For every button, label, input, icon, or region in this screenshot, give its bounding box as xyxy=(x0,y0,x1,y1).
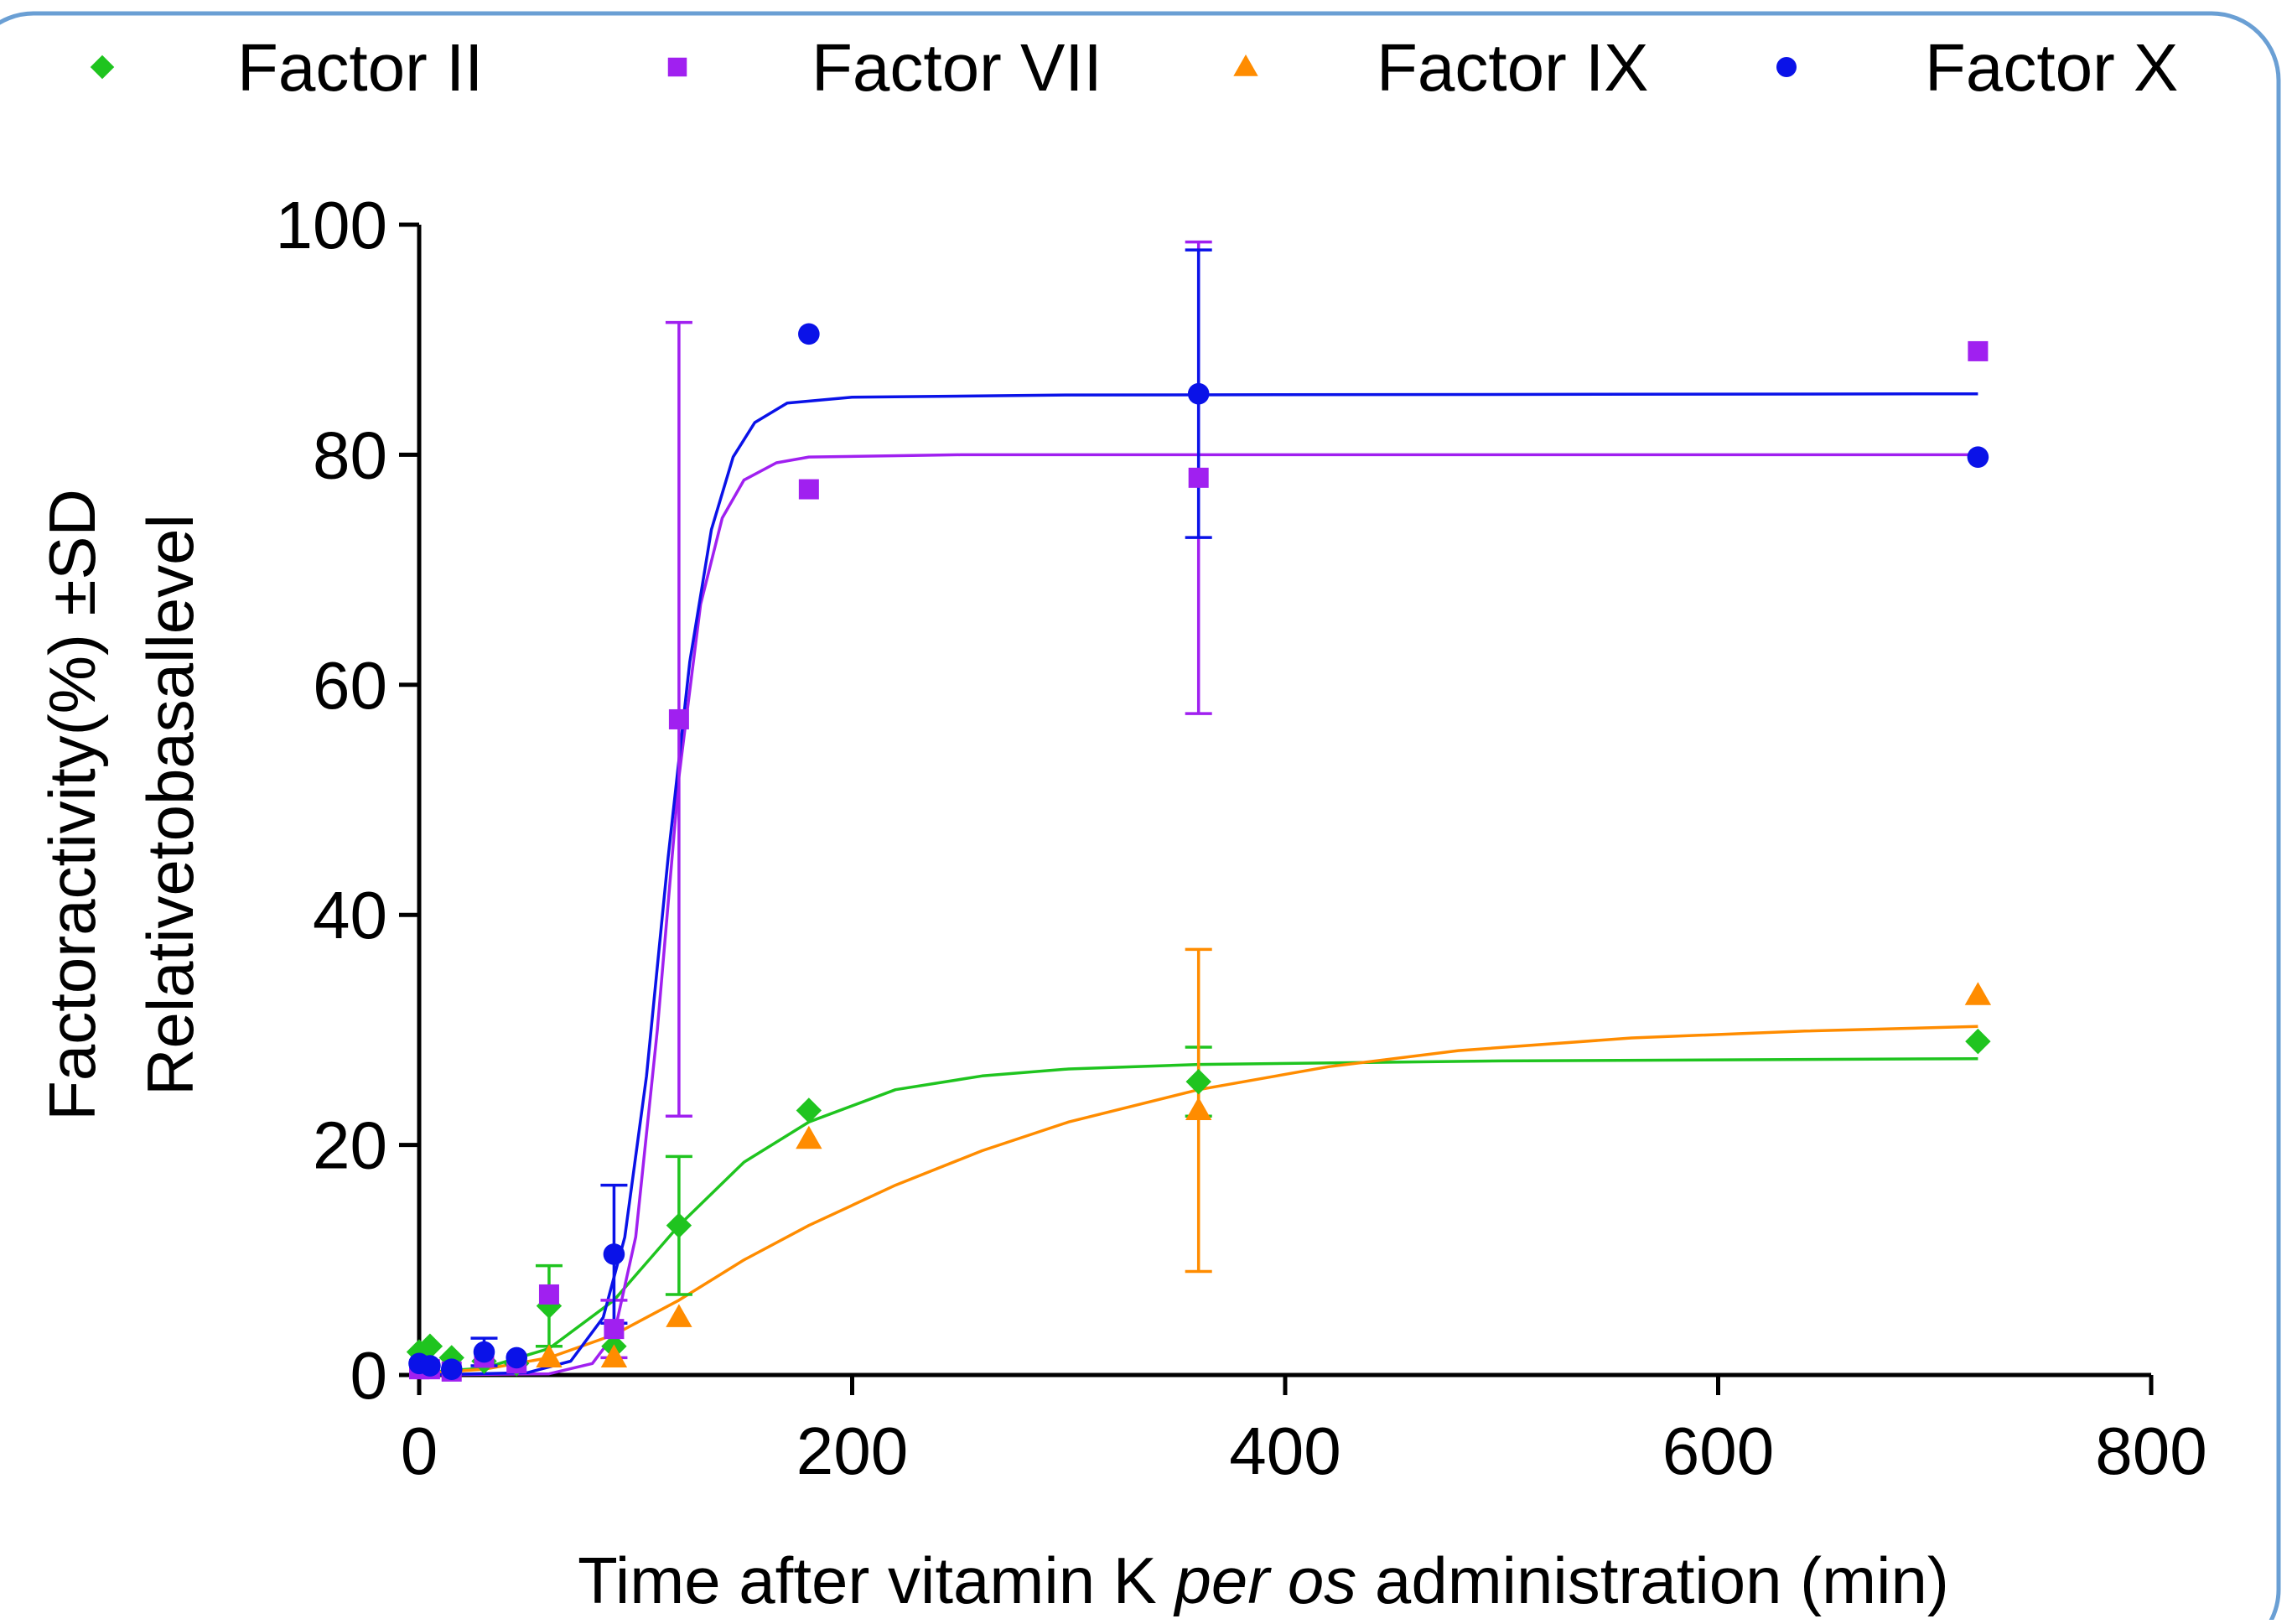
data-points xyxy=(406,323,1992,1382)
legend-marker-factor-vii xyxy=(667,57,687,77)
legend: Factor II Factor VII Factor IX Factor X xyxy=(90,30,2178,105)
legend-item-factor-vii: Factor VII xyxy=(667,30,1102,105)
y-tick-label-0: 0 xyxy=(350,1338,388,1413)
factor-x-point xyxy=(603,1243,625,1265)
factor-vii-point xyxy=(668,708,689,729)
x-tick-label-0: 0 xyxy=(401,1414,438,1488)
x-axis-label: Time after vitamin K per os administrati… xyxy=(578,1544,1949,1617)
x-tick-label-400: 400 xyxy=(1229,1414,1340,1488)
x-tick-label-200: 200 xyxy=(796,1414,908,1488)
factor-vii-point xyxy=(1188,467,1209,488)
factor-ii-point xyxy=(417,1333,443,1359)
factor-ix-point xyxy=(1964,982,1992,1005)
legend-marker-factor-ix xyxy=(1233,54,1258,76)
factor-ix-point xyxy=(600,1344,628,1367)
y-tick-label-100: 100 xyxy=(276,188,387,262)
factor-x-point xyxy=(473,1341,495,1363)
factor-ix-point xyxy=(1185,1097,1212,1120)
factor-vii-point xyxy=(538,1284,559,1305)
y-tick-label-40: 40 xyxy=(313,878,387,952)
legend-label-factor-x: Factor X xyxy=(1925,30,2178,105)
factor-ii-point xyxy=(666,1212,692,1238)
axes: 0 200 400 600 800 0 20 40 60 80 100 xyxy=(276,188,2207,1488)
factor-vii-point xyxy=(1968,340,1989,361)
factor-vii-point xyxy=(798,479,819,500)
factor-x-point xyxy=(419,1355,441,1377)
x-axis-label-part1: Time after vitamin K xyxy=(578,1544,1175,1617)
legend-label-factor-vii: Factor VII xyxy=(812,30,1102,105)
chart-border xyxy=(0,11,2281,1624)
legend-item-factor-ix: Factor IX xyxy=(1233,30,1649,105)
factor-ix-point xyxy=(796,1125,822,1149)
legend-item-factor-x: Factor X xyxy=(1776,30,2178,105)
factor-ii-point xyxy=(796,1097,822,1123)
legend-marker-factor-x xyxy=(1776,57,1797,77)
factor-ii-point xyxy=(536,1293,563,1319)
y-tick-label-20: 20 xyxy=(313,1108,387,1183)
x-tick-label-600: 600 xyxy=(1662,1414,1774,1488)
factor-vii-point xyxy=(604,1319,625,1340)
x-axis-label-part2: administration (min) xyxy=(1356,1544,1949,1617)
x-tick-label-800: 800 xyxy=(2095,1414,2206,1488)
factor-x-point xyxy=(440,1358,463,1380)
y-tick-label-80: 80 xyxy=(313,418,387,492)
factor-ii-point xyxy=(438,1345,464,1371)
factor-vii-fit-curve xyxy=(418,453,1978,1377)
factor-ix-point xyxy=(666,1304,692,1327)
factor-x-point xyxy=(798,323,820,345)
factor-x-fit-curve xyxy=(418,392,1978,1377)
legend-item-factor-ii: Factor II xyxy=(90,30,483,105)
factor-ii-point xyxy=(1185,1068,1211,1095)
factor-ii-point xyxy=(1965,1028,1991,1055)
legend-marker-factor-ii xyxy=(90,54,115,80)
legend-label-factor-ii: Factor II xyxy=(237,30,483,105)
legend-label-factor-ix: Factor IX xyxy=(1377,30,1649,105)
y-axis-label-line2: Relativetobasallevel xyxy=(133,514,207,1096)
factor-x-point xyxy=(1187,382,1210,405)
x-axis-label-italic: per os xyxy=(1173,1544,1356,1617)
factor-x-point xyxy=(506,1346,528,1369)
y-axis-label-line1: Factoractivity(%) ±SD xyxy=(35,489,109,1121)
factor-ix-point xyxy=(536,1344,563,1367)
y-tick-label-60: 60 xyxy=(313,648,387,723)
factor-x-point xyxy=(1967,446,1989,468)
